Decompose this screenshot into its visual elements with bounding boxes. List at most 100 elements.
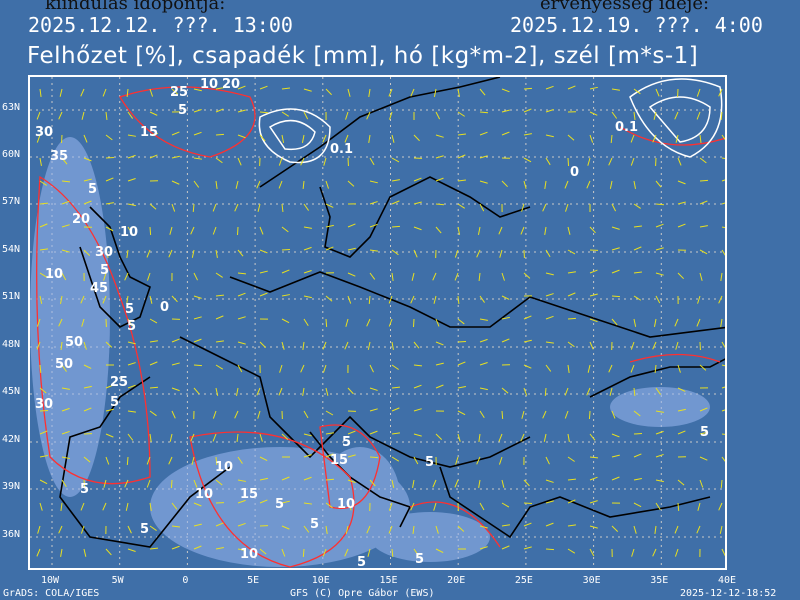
wind-barb [479, 525, 488, 529]
wind-barb [498, 226, 503, 235]
wind-barb [102, 502, 107, 511]
contour-label: 5 [310, 517, 320, 532]
wind-barb [564, 180, 569, 189]
wind-barb [146, 479, 151, 488]
wind-barb [347, 430, 356, 435]
wind-barb [237, 456, 243, 464]
wind-barb [259, 111, 269, 114]
contour-label: 5 [88, 182, 98, 197]
wind-barb [652, 134, 657, 143]
wind-barb [126, 249, 129, 258]
wind-barb [677, 223, 686, 228]
wind-barb [193, 180, 200, 188]
wind-barb [677, 479, 685, 486]
wind-barb [523, 387, 528, 396]
wind-barb [721, 202, 725, 205]
wind-barb [259, 249, 268, 254]
wind-barb [149, 525, 157, 531]
wind-barb [212, 226, 217, 235]
wind-barb [721, 409, 725, 412]
contour-label: 5 [125, 302, 135, 317]
wind-barb [325, 410, 334, 416]
wind-barb [39, 157, 42, 166]
coastlines-borders [59, 77, 725, 548]
wind-barb [699, 179, 709, 182]
wind-barb [478, 433, 481, 442]
wind-barb [169, 226, 173, 235]
wind-barb [655, 272, 664, 276]
wind-barb [631, 548, 635, 557]
wind-barb [457, 295, 460, 305]
wind-barb [391, 200, 400, 205]
wind-barb [60, 548, 63, 557]
wind-barb [520, 226, 525, 235]
wind-barb [170, 479, 173, 489]
contour-label: 5 [140, 522, 150, 537]
wind-barb [545, 500, 554, 504]
wind-barb [479, 295, 485, 303]
wind-barb [105, 202, 114, 205]
wind-barb [303, 111, 309, 120]
wind-barb [567, 249, 576, 255]
wind-barb [699, 407, 708, 412]
wind-barb [302, 387, 305, 396]
wind-barb [567, 456, 575, 462]
wind-barb [61, 180, 71, 183]
wind-barb [127, 111, 134, 119]
wind-barb [281, 548, 286, 557]
wind-barb [302, 341, 305, 350]
contour-label: 15 [140, 125, 159, 140]
wind-barb [39, 387, 47, 394]
wind-barb [102, 295, 107, 304]
wind-barb [501, 387, 509, 394]
wind-barb [83, 178, 92, 182]
wind-barb [105, 156, 115, 159]
wind-barb [215, 364, 224, 370]
wind-barb [611, 88, 620, 91]
wind-barb [60, 295, 63, 304]
wind-barb [39, 248, 48, 251]
valid-time-label: érvényesség ideje: [540, 0, 710, 14]
wind-barb [433, 88, 437, 97]
lat-label: 42N [2, 434, 21, 445]
contour-label: 5 [357, 555, 367, 570]
wind-barb [611, 410, 616, 419]
wind-barb [633, 387, 636, 397]
wind-barb [278, 180, 283, 189]
lat-label: 39N [2, 481, 21, 492]
wind-barb [126, 295, 129, 304]
wind-barb [347, 387, 354, 395]
wind-barb [149, 203, 157, 210]
wind-barb [302, 548, 305, 558]
contour-label: 15 [330, 453, 349, 468]
wind-barb [149, 154, 158, 159]
wind-barb [39, 502, 43, 511]
wind-barb [523, 87, 533, 90]
wind-barb [171, 387, 180, 392]
wind-barb [677, 157, 682, 166]
wind-barb [171, 131, 180, 136]
wind-barb [633, 203, 641, 209]
wind-barb [237, 85, 246, 90]
wind-barb [611, 111, 618, 119]
wind-barb [435, 203, 445, 206]
wind-barb [369, 249, 378, 252]
init-time: 2025.12.12. ???. 13:00 [28, 13, 293, 37]
wind-barb [655, 88, 660, 97]
wind-barb [127, 433, 134, 441]
wind-barb [655, 295, 661, 304]
wind-barb [501, 545, 510, 550]
wind-barb [457, 525, 465, 532]
wind-barb [589, 318, 598, 323]
wind-barb [674, 111, 679, 120]
wind-barb [237, 109, 246, 113]
wind-barb [39, 430, 48, 435]
wind-barb [237, 292, 246, 297]
wind-barb [127, 341, 136, 345]
wind-barb [39, 295, 43, 304]
wind-barb [61, 479, 67, 487]
wind-barb [457, 179, 466, 182]
wind-barb [677, 408, 686, 412]
wind-barb [655, 180, 662, 188]
wind-barb [215, 522, 224, 527]
